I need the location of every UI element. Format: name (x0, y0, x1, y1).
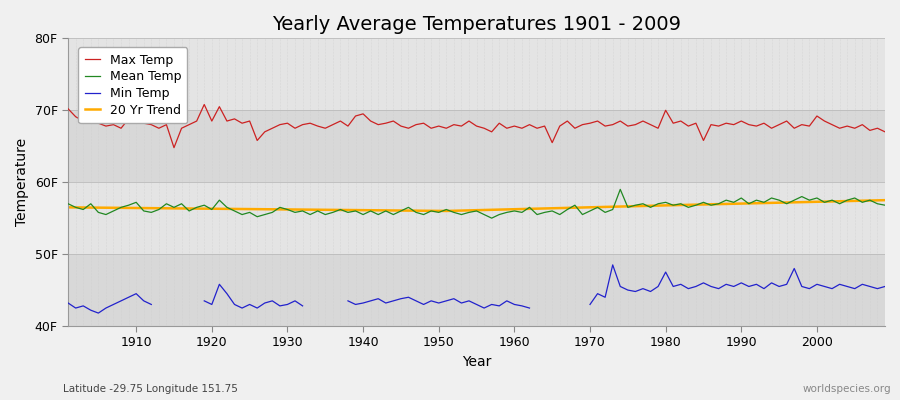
Min Temp (608, 262, 618, 267)
Max Temp (615, 119, 626, 124)
20 Yr Trend (879, 198, 890, 202)
Mean Temp (879, 203, 890, 208)
Min Temp (297, 304, 308, 308)
Max Temp (63, 106, 74, 111)
Min Temp (123, 295, 134, 300)
Max Temp (524, 122, 535, 127)
Max Temp (123, 116, 134, 121)
Mean Temp (123, 203, 134, 208)
Line: 20 Yr Trend: 20 Yr Trend (68, 200, 885, 211)
Mean Temp (63, 201, 74, 206)
Legend: Max Temp, Mean Temp, Min Temp, 20 Yr Trend: Max Temp, Mean Temp, Min Temp, 20 Yr Tre… (78, 48, 187, 123)
20 Yr Trend (441, 208, 452, 213)
Mean Temp (608, 207, 618, 212)
20 Yr Trend (290, 207, 301, 212)
Max Temp (350, 114, 361, 118)
Title: Yearly Average Temperatures 1901 - 2009: Yearly Average Temperatures 1901 - 2009 (272, 15, 681, 34)
Max Temp (199, 102, 210, 107)
20 Yr Trend (608, 204, 618, 209)
Bar (68, 110, 885, 182)
Min Temp (63, 301, 74, 306)
Mean Temp (290, 210, 301, 215)
Max Temp (168, 145, 179, 150)
20 Yr Trend (335, 208, 346, 212)
Text: Latitude -29.75 Longitude 151.75: Latitude -29.75 Longitude 151.75 (63, 384, 238, 394)
Min Temp (517, 304, 527, 308)
X-axis label: Year: Year (462, 355, 491, 369)
Bar (68, 182, 885, 254)
Min Temp (879, 284, 890, 289)
Max Temp (517, 126, 527, 131)
Mean Temp (517, 210, 527, 215)
Mean Temp (615, 187, 626, 192)
Mean Temp (509, 208, 520, 213)
Max Temp (879, 130, 890, 134)
Bar (68, 38, 885, 110)
Text: worldspecies.org: worldspecies.org (803, 384, 891, 394)
Mean Temp (335, 207, 346, 212)
20 Yr Trend (123, 206, 134, 210)
Min Temp (509, 302, 520, 307)
Mean Temp (486, 216, 497, 220)
Y-axis label: Temperature: Temperature (15, 138, 29, 226)
Bar (68, 254, 885, 326)
Line: Min Temp: Min Temp (68, 265, 885, 313)
Line: Max Temp: Max Temp (68, 104, 885, 148)
Max Temp (305, 121, 316, 126)
20 Yr Trend (509, 207, 520, 212)
Min Temp (343, 298, 354, 303)
20 Yr Trend (517, 207, 527, 212)
20 Yr Trend (63, 205, 74, 210)
Line: Mean Temp: Mean Temp (68, 189, 885, 218)
